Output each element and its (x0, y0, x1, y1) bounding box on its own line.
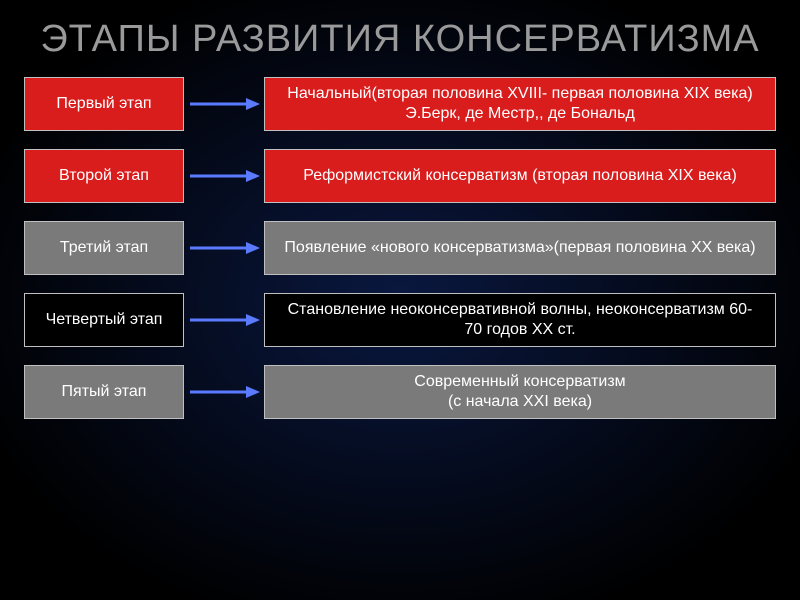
arrow-icon (184, 149, 264, 203)
description-box: Реформистский консерватизм (вторая полов… (264, 149, 776, 203)
description-box: Современный консерватизм (с начала XXI в… (264, 365, 776, 419)
stage-box: Четвертый этап (24, 293, 184, 347)
diagram-row: Первый этап Начальный(вторая половина XVI… (24, 77, 776, 131)
stage-box: Первый этап (24, 77, 184, 131)
diagram-rows: Первый этап Начальный(вторая половина XVI… (0, 71, 800, 419)
description-box: Начальный(вторая половина XVIII- первая … (264, 77, 776, 131)
description-box: Появление «нового консерватизма»(первая … (264, 221, 776, 275)
diagram-row: Второй этап Реформистский консерватизм (в… (24, 149, 776, 203)
diagram-row: Пятый этап Современный консерватизм (с на… (24, 365, 776, 419)
diagram-row: Четвертый этап Становление неоконсерватив… (24, 293, 776, 347)
arrow-icon (184, 293, 264, 347)
diagram-row: Третий этап Появление «нового консерватиз… (24, 221, 776, 275)
stage-box: Третий этап (24, 221, 184, 275)
stage-box: Пятый этап (24, 365, 184, 419)
arrow-icon (184, 221, 264, 275)
description-box: Становление неоконсервативной волны, нео… (264, 293, 776, 347)
stage-box: Второй этап (24, 149, 184, 203)
arrow-icon (184, 365, 264, 419)
arrow-icon (184, 77, 264, 131)
slide-title: ЭТАПЫ РАЗВИТИЯ КОНСЕРВАТИЗМА (0, 0, 800, 71)
